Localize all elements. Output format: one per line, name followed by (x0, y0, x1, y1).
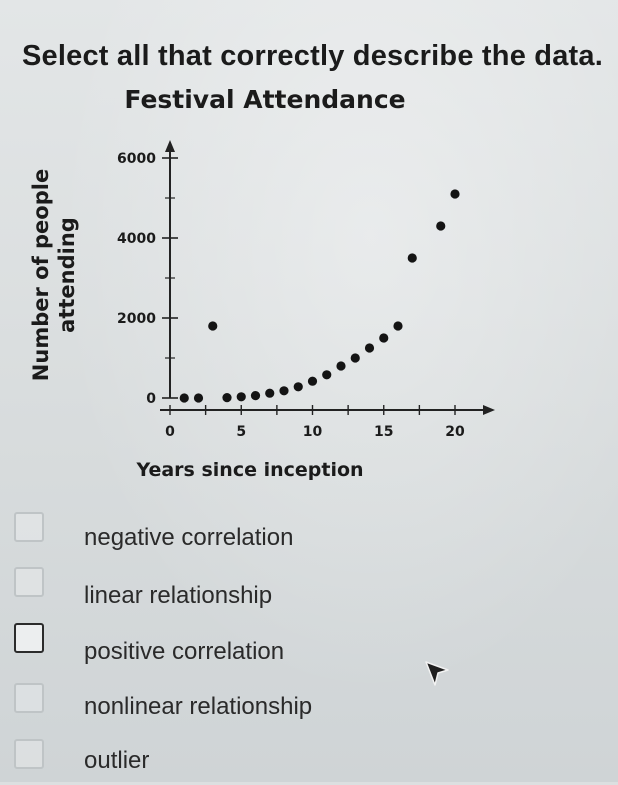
x-tick-label: 0 (165, 424, 175, 440)
scatter-point (407, 253, 417, 263)
option-linear-relationship[interactable]: linear relationship (0, 563, 618, 611)
x-axis-arrow (483, 405, 495, 415)
scatter-chart: Festival Attendance 0 2000 4000 6000 0 5 10 15 2… (29, 85, 495, 481)
option-label: negative correlation (84, 524, 294, 551)
scatter-point (265, 388, 275, 398)
scatter-point (379, 333, 389, 343)
scatter-point (236, 392, 246, 402)
mouse-pointer-icon (425, 661, 449, 686)
scatter-point (322, 370, 332, 380)
option-checkbox[interactable] (14, 623, 44, 653)
y-axis-label: Number of peopleattending (29, 169, 79, 381)
y-tick-label: 4000 (117, 231, 156, 247)
scatter-point (450, 189, 460, 199)
scatter-point (193, 393, 204, 403)
scatter-point (350, 353, 360, 363)
chart-points (179, 189, 460, 403)
option-nonlinear-relationship[interactable]: nonlinear relationship (0, 681, 618, 729)
option-negative-correlation[interactable]: negative correlation (0, 510, 618, 558)
y-tick-label: 6000 (117, 151, 156, 167)
question-prompt: Select all that correctly describe the d… (22, 40, 603, 72)
scatter-point (293, 382, 303, 392)
scatter-point (336, 361, 346, 371)
option-checkbox[interactable] (14, 739, 44, 769)
option-positive-correlation[interactable]: positive correlation (0, 621, 618, 669)
option-label: nonlinear relationship (84, 693, 313, 720)
y-tick-label: 0 (146, 391, 156, 407)
chart-axes: 0 2000 4000 6000 0 5 10 15 20 (117, 140, 495, 440)
scatter-point (364, 343, 375, 353)
scatter-point (436, 221, 446, 231)
chart-svg: Festival Attendance 0 2000 4000 6000 0 5 10 15 2… (29, 85, 495, 481)
chart-title: Festival Attendance (124, 85, 405, 114)
x-tick-label: 5 (236, 424, 246, 440)
y-tick-label: 2000 (117, 311, 156, 327)
option-label: outlier (84, 747, 150, 774)
option-label: positive correlation (84, 638, 285, 665)
x-tick-label: 20 (445, 424, 465, 440)
option-checkbox[interactable] (14, 512, 44, 542)
scatter-point (250, 391, 261, 401)
option-checkbox[interactable] (14, 567, 44, 597)
option-checkbox[interactable] (14, 683, 44, 713)
scatter-point (307, 376, 318, 386)
scatter-point (393, 321, 403, 331)
x-tick-label: 15 (374, 424, 393, 440)
y-axis-arrow (165, 140, 175, 152)
option-label: linear relationship (84, 582, 273, 609)
option-outlier[interactable]: outlier (0, 737, 618, 785)
x-tick-label: 10 (303, 424, 323, 440)
x-axis-label: Years since inception (135, 459, 363, 481)
scatter-point (222, 393, 232, 403)
scatter-point (179, 393, 189, 403)
scatter-point (279, 386, 289, 396)
scatter-point (208, 321, 218, 331)
